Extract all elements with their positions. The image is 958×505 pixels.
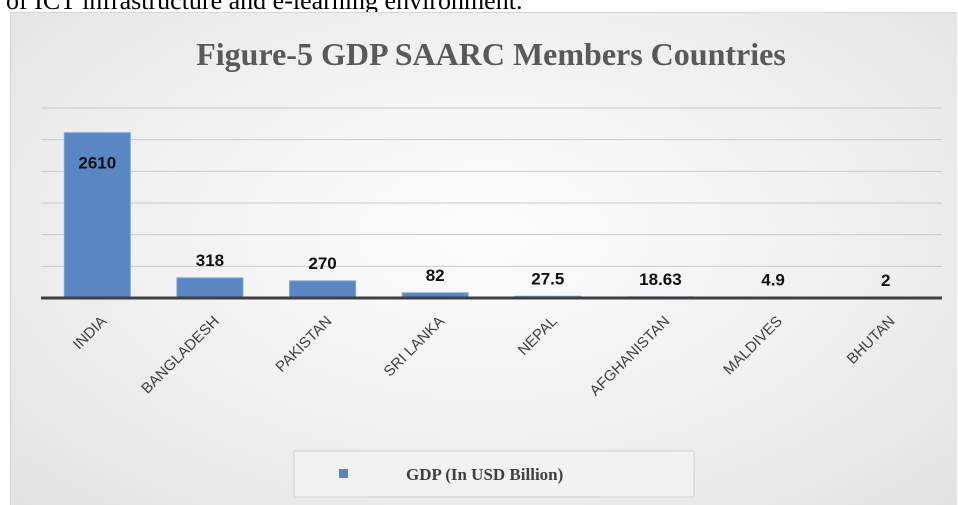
bars xyxy=(64,133,918,298)
data-label: 2 xyxy=(881,271,890,290)
gridlines xyxy=(41,108,942,266)
category-labels: INDIA BANGLADESH PAKISTAN SRI LANKA NEPAL AFG… xyxy=(70,313,899,400)
legend-label: GDP (In USD Billion) xyxy=(406,465,563,484)
data-label: 27.5 xyxy=(531,269,564,288)
category-label: BHUTAN xyxy=(844,313,899,368)
legend-swatch xyxy=(339,469,348,478)
data-label: 318 xyxy=(196,251,224,270)
category-label: SRI LANKA xyxy=(381,313,448,380)
data-label: 270 xyxy=(308,254,336,273)
chart-title: Figure-5 GDP SAARC Members Countries xyxy=(196,36,786,72)
category-label: MALDIVES xyxy=(720,313,786,379)
data-label: 2610 xyxy=(78,154,116,173)
category-label: INDIA xyxy=(70,313,110,353)
category-label: AFGHANISTAN xyxy=(587,313,674,400)
legend: GDP (In USD Billion) xyxy=(294,451,694,497)
data-label: 82 xyxy=(426,266,445,285)
data-label: 18.63 xyxy=(639,270,682,289)
data-label: 4.9 xyxy=(761,271,785,290)
bar xyxy=(290,281,356,298)
category-label: BANGLADESH xyxy=(138,313,223,398)
category-label: PAKISTAN xyxy=(272,313,335,376)
bar xyxy=(177,278,243,298)
category-label: NEPAL xyxy=(515,313,561,359)
value-labels: 2610 318 270 82 27.5 18.63 4.9 2 xyxy=(78,154,890,290)
